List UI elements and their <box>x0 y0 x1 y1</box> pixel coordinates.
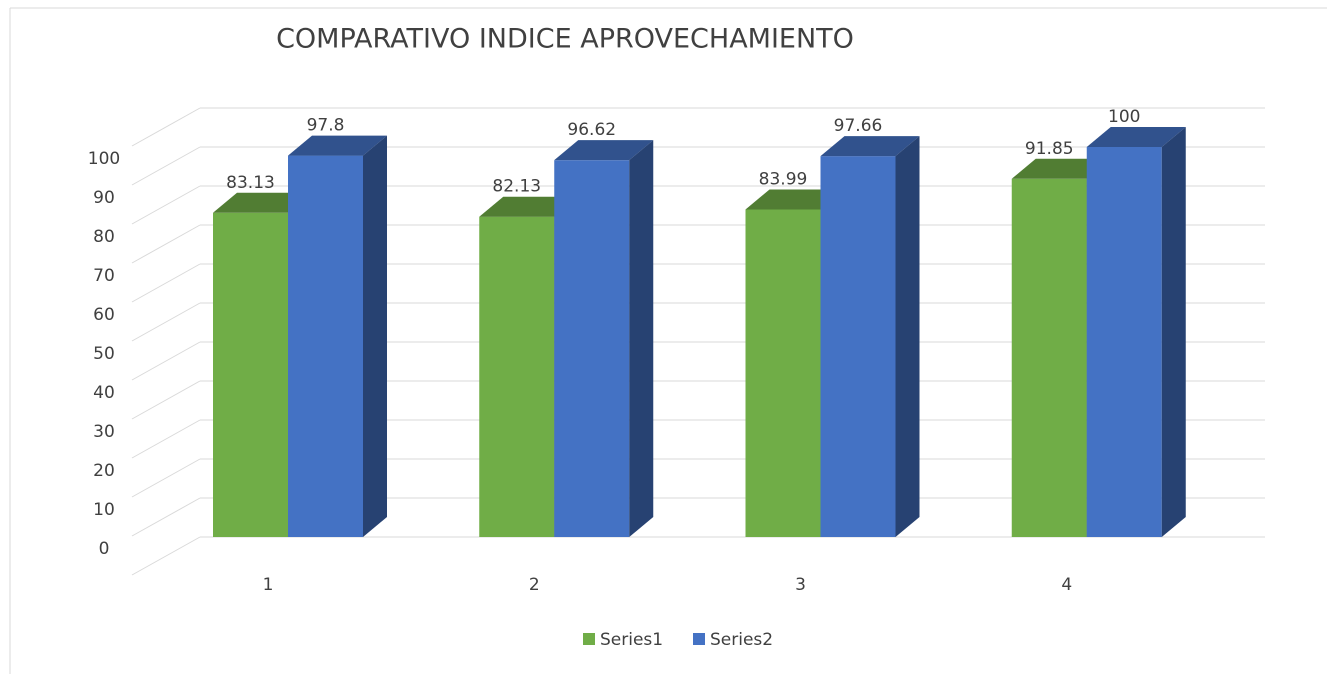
data-label: 97.66 <box>834 116 883 136</box>
y-tick-label: 10 <box>93 500 115 520</box>
y-tick-label: 0 <box>99 539 110 559</box>
bar-top <box>1086 127 1186 147</box>
bar <box>288 155 363 537</box>
bar-side <box>1161 127 1186 537</box>
legend-swatch <box>693 633 705 645</box>
bar-top <box>1011 158 1111 179</box>
data-label: 83.13 <box>226 173 275 193</box>
y-tick-label: 90 <box>93 188 115 208</box>
grid-line <box>131 146 201 186</box>
bar <box>1086 147 1162 537</box>
bar <box>479 216 555 537</box>
bar <box>554 160 630 537</box>
grid-line <box>131 341 201 381</box>
grid-line <box>131 458 201 498</box>
bar <box>213 212 288 537</box>
bar-side <box>895 136 920 537</box>
y-tick-label: 20 <box>93 461 115 481</box>
y-tick-label: 50 <box>93 344 115 364</box>
grid-line <box>131 536 201 576</box>
y-tick-label: 40 <box>93 383 115 403</box>
grid-line <box>131 185 201 225</box>
y-tick-label: 80 <box>93 227 115 247</box>
legend-swatch <box>583 633 595 645</box>
data-label: 82.13 <box>492 177 541 197</box>
bar-top <box>213 192 312 213</box>
bar <box>820 156 896 537</box>
grid-line <box>131 380 201 420</box>
data-label: 83.99 <box>759 169 808 189</box>
x-tick-label: 2 <box>529 575 540 595</box>
data-label: 97.8 <box>307 116 345 136</box>
bar <box>745 209 821 537</box>
y-tick-label: 60 <box>93 305 115 325</box>
chart-title: COMPARATIVO INDICE APROVECHAMIENTO <box>276 24 854 55</box>
grid-line <box>131 302 201 342</box>
grid-line <box>131 419 201 459</box>
bar-top <box>479 196 579 217</box>
y-tick-label: 100 <box>88 149 120 169</box>
x-tick-label: 4 <box>1061 575 1072 595</box>
data-label: 91.85 <box>1025 139 1074 159</box>
data-label: 96.62 <box>567 120 616 140</box>
wall-edge <box>131 107 201 147</box>
bar <box>1011 178 1087 537</box>
grid-line <box>131 263 201 303</box>
grid-line <box>131 224 201 264</box>
bar-side <box>629 140 654 537</box>
y-tick-label: 30 <box>93 422 115 442</box>
bar-top <box>554 140 654 161</box>
data-label: 100 <box>1108 107 1140 127</box>
legend-label: Series2 <box>710 630 773 650</box>
bar-top <box>820 136 920 157</box>
bar-top <box>745 189 845 210</box>
bar-top <box>288 135 387 156</box>
y-tick-label: 70 <box>93 266 115 286</box>
legend-label: Series1 <box>600 630 663 650</box>
grid-line <box>131 497 201 537</box>
bar-side <box>363 135 387 537</box>
x-tick-label: 1 <box>263 575 274 595</box>
x-tick-label: 3 <box>795 575 806 595</box>
